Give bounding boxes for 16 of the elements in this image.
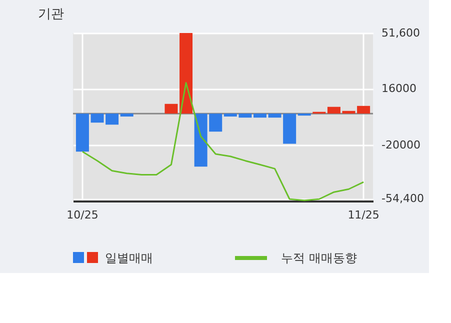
y-tick-label: -54,400 bbox=[382, 192, 424, 205]
bar bbox=[180, 33, 193, 114]
bar bbox=[120, 114, 134, 117]
legend-label: 누적 매매동향 bbox=[281, 251, 357, 265]
line-series bbox=[82, 82, 364, 202]
x-tick-label: 10/25 bbox=[66, 208, 98, 222]
bar bbox=[357, 106, 370, 114]
y-tick-label: 51,600 bbox=[382, 26, 420, 40]
bar bbox=[164, 104, 178, 114]
y-tick-label: 16000 bbox=[382, 82, 416, 96]
chart-title: 기관 bbox=[38, 7, 64, 22]
y-tick-label: -20000 bbox=[382, 138, 420, 152]
bar bbox=[253, 114, 266, 118]
legend-label: 일별매매 bbox=[105, 251, 153, 265]
bar bbox=[76, 114, 89, 152]
x-tick-label: 11/25 bbox=[348, 208, 380, 222]
